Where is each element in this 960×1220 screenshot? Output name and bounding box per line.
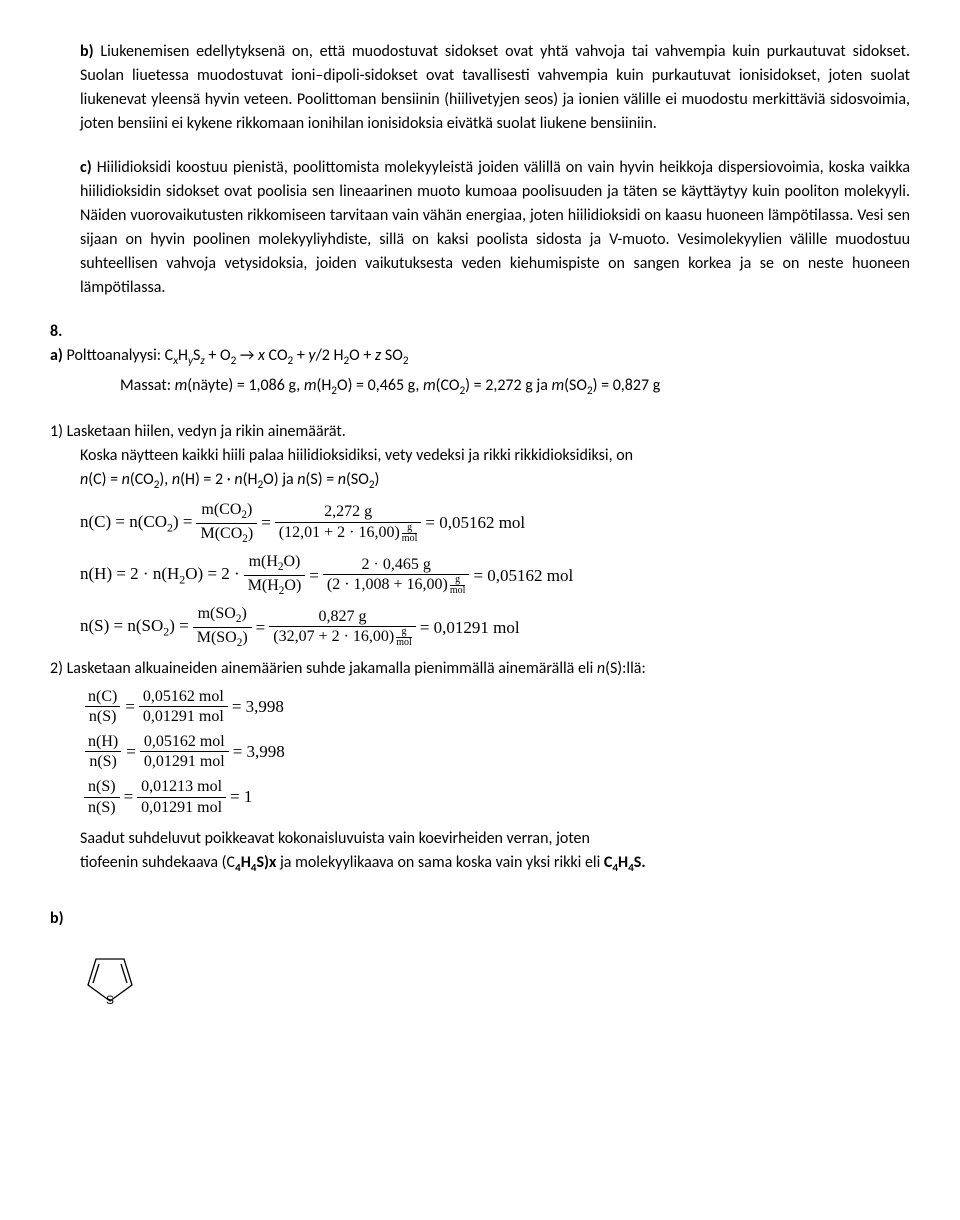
section-8-heading: 8. <box>50 320 910 344</box>
lead-c: c) <box>80 158 92 177</box>
svg-text:S: S <box>106 993 114 1006</box>
eq-nS: n(S) = n(SO2) = m(SO2) M(SO2) = 0,827 g … <box>80 604 910 650</box>
ratio-S: n(S) n(S) = 0,01213 mol 0,01291 mol = 1 <box>80 777 910 816</box>
ratio-C: n(C) n(S) = 0,05162 mol 0,01291 mol = 3,… <box>80 687 910 726</box>
q8-step1-relations: n(C) = n(CO2), n(H) = 2 · n(H2O) ja n(S)… <box>50 468 910 494</box>
eq-nH: n(H) = 2 · n(H2O) = 2 · m(H2O) M(H2O) = … <box>80 552 910 598</box>
q8-conclusion1: Saadut suhdeluvut poikkeavat kokonaisluv… <box>50 827 910 851</box>
q8-step2: 2) Lasketaan alkuaineiden ainemäärien su… <box>50 657 910 681</box>
eq-nC: n(C) = n(CO2) = m(CO2) M(CO2) = 2,272 g … <box>80 500 910 546</box>
q8-b-heading: b) <box>50 907 910 931</box>
q8-step1: 1) Lasketaan hiilen, vedyn ja rikin aine… <box>50 420 910 444</box>
q8-conclusion2: tiofeenin suhdekaava (C4H4S)x ja molekyy… <box>50 851 910 877</box>
ratio-H: n(H) n(S) = 0,05162 mol 0,01291 mol = 3,… <box>80 732 910 771</box>
q8-step1-text: Koska näytteen kaikki hiili palaa hiilid… <box>50 444 910 468</box>
thiophene-structure: S <box>80 951 910 1014</box>
text-c: Hiilidioksidi koostuu pienistä, poolitto… <box>80 158 910 297</box>
thiophene-icon: S <box>80 951 140 1006</box>
text-b: Liukenemisen edellytyksenä on, että muod… <box>80 42 910 133</box>
q8-masses: Massat: m(näyte) = 1,086 g, m(H2O) = 0,4… <box>50 374 910 400</box>
paragraph-b: b) Liukenemisen edellytyksenä on, että m… <box>50 40 910 136</box>
q8-a-line1: a) Polttoanalyysi: CxHySz + O2 → x CO2 +… <box>50 344 910 370</box>
lead-b: b) <box>80 42 94 61</box>
paragraph-c: c) Hiilidioksidi koostuu pienistä, pooli… <box>50 156 910 300</box>
